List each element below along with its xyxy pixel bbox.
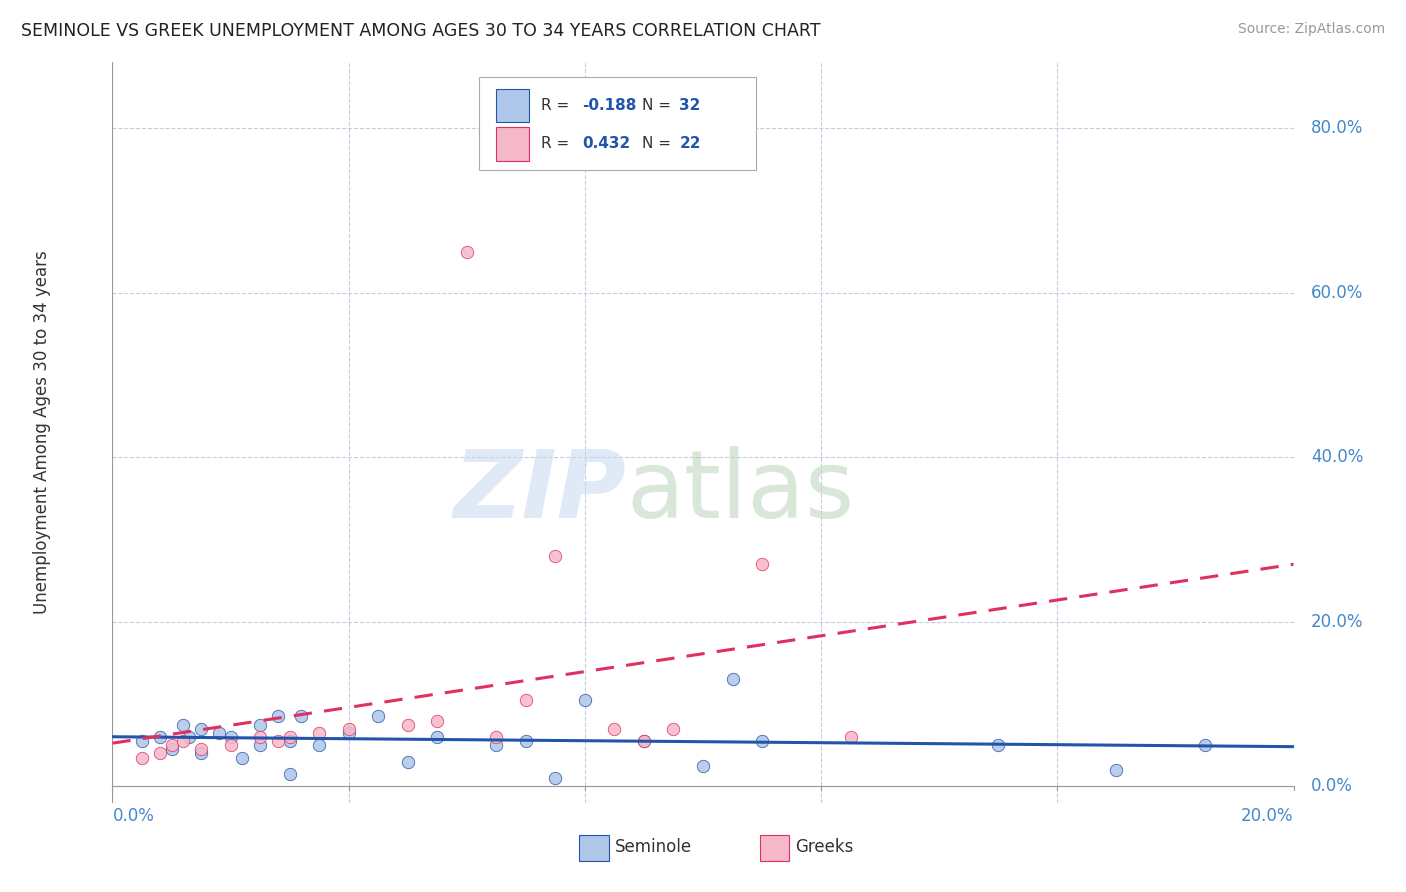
Point [160, 738, 183, 752]
Text: atlas: atlas [626, 446, 855, 538]
Point [278, 767, 301, 781]
Point [172, 717, 194, 731]
Point [633, 734, 655, 748]
Bar [496, 128, 530, 161]
Text: N =: N = [641, 98, 675, 113]
Point [249, 717, 271, 731]
Text: N =: N = [641, 136, 675, 152]
Point [249, 738, 271, 752]
Point [190, 722, 212, 736]
Point [633, 734, 655, 748]
Text: 40.0%: 40.0% [1312, 449, 1364, 467]
FancyBboxPatch shape [478, 78, 756, 169]
Point [290, 709, 312, 723]
Text: 80.0%: 80.0% [1312, 120, 1364, 137]
Point [1194, 738, 1216, 752]
Text: Unemployment Among Ages 30 to 34 years: Unemployment Among Ages 30 to 34 years [32, 251, 51, 615]
Point [515, 693, 537, 707]
Point [190, 747, 212, 761]
Point [721, 673, 744, 687]
Point [149, 747, 172, 761]
Point [426, 730, 449, 744]
Text: ZIP: ZIP [453, 446, 626, 538]
Bar [759, 835, 789, 861]
Point [515, 734, 537, 748]
Point [1105, 763, 1128, 777]
Point [172, 734, 194, 748]
Text: Seminole: Seminole [614, 838, 692, 856]
Point [751, 558, 773, 572]
Text: 0.432: 0.432 [582, 136, 631, 152]
Point [485, 730, 508, 744]
Text: Greeks: Greeks [796, 838, 853, 856]
Point [367, 709, 389, 723]
Point [574, 693, 596, 707]
Point [426, 714, 449, 728]
Point [692, 758, 714, 772]
Point [208, 726, 231, 740]
Bar [579, 835, 609, 861]
Point [544, 549, 567, 563]
Text: R =: R = [541, 136, 574, 152]
Point [839, 730, 862, 744]
Text: 20.0%: 20.0% [1312, 613, 1364, 631]
Text: R =: R = [541, 98, 574, 113]
Text: -0.188: -0.188 [582, 98, 637, 113]
Point [751, 734, 773, 748]
Text: 60.0%: 60.0% [1312, 284, 1364, 301]
Bar [496, 88, 530, 122]
Point [603, 722, 626, 736]
Point [662, 722, 685, 736]
Point [337, 726, 360, 740]
Point [396, 755, 419, 769]
Text: 32: 32 [679, 98, 700, 113]
Text: 22: 22 [679, 136, 700, 152]
Point [131, 734, 153, 748]
Point [160, 742, 183, 756]
Text: SEMINOLE VS GREEK UNEMPLOYMENT AMONG AGES 30 TO 34 YEARS CORRELATION CHART: SEMINOLE VS GREEK UNEMPLOYMENT AMONG AGE… [21, 22, 821, 40]
Point [278, 734, 301, 748]
Point [544, 771, 567, 785]
Point [456, 244, 478, 259]
Text: 0.0%: 0.0% [1312, 777, 1353, 796]
Text: 20.0%: 20.0% [1241, 806, 1294, 824]
Point [308, 738, 330, 752]
Point [278, 730, 301, 744]
Text: 0.0%: 0.0% [112, 806, 155, 824]
Point [249, 730, 271, 744]
Point [131, 750, 153, 764]
Point [190, 742, 212, 756]
Point [179, 730, 201, 744]
Point [219, 738, 242, 752]
Point [219, 730, 242, 744]
Point [149, 730, 172, 744]
Point [337, 722, 360, 736]
Text: Source: ZipAtlas.com: Source: ZipAtlas.com [1237, 22, 1385, 37]
Point [267, 734, 290, 748]
Point [231, 750, 253, 764]
Point [396, 717, 419, 731]
Point [987, 738, 1010, 752]
Point [308, 726, 330, 740]
Point [485, 738, 508, 752]
Point [267, 709, 290, 723]
